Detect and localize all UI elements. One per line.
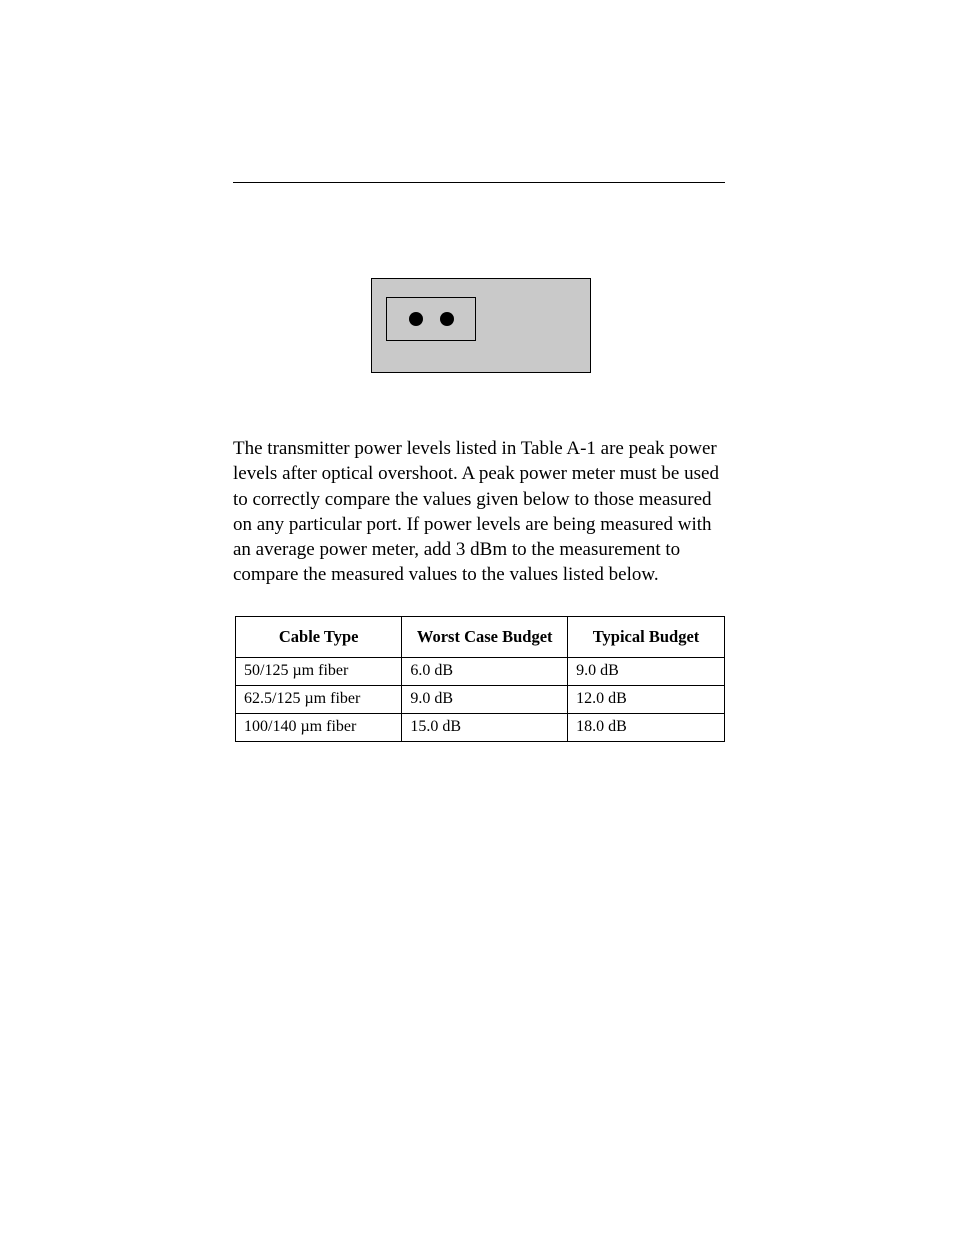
- table-row: 50/125 µm fiber 6.0 dB 9.0 dB: [236, 658, 725, 686]
- cell-typical: 18.0 dB: [568, 714, 725, 742]
- port-dot-icon: [440, 312, 454, 326]
- cell-typical: 12.0 dB: [568, 686, 725, 714]
- connector-body: [386, 297, 476, 341]
- connector-figure: [371, 278, 591, 373]
- table-row: 62.5/125 µm fiber 9.0 dB 12.0 dB: [236, 686, 725, 714]
- cell-worst-case: 6.0 dB: [402, 658, 568, 686]
- port-dot-icon: [409, 312, 423, 326]
- cell-cable-type: 50/125 µm fiber: [236, 658, 402, 686]
- table-header-row: Cable Type Worst Case Budget Typical Bud…: [236, 617, 725, 658]
- body-paragraph: The transmitter power levels listed in T…: [233, 436, 733, 588]
- col-header-worst-case: Worst Case Budget: [402, 617, 568, 658]
- cell-worst-case: 15.0 dB: [402, 714, 568, 742]
- col-header-cable-type: Cable Type: [236, 617, 402, 658]
- cell-worst-case: 9.0 dB: [402, 686, 568, 714]
- cell-typical: 9.0 dB: [568, 658, 725, 686]
- power-budget-table: Cable Type Worst Case Budget Typical Bud…: [235, 616, 725, 742]
- col-header-typical: Typical Budget: [568, 617, 725, 658]
- document-page: The transmitter power levels listed in T…: [0, 0, 954, 1235]
- table-row: 100/140 µm fiber 15.0 dB 18.0 dB: [236, 714, 725, 742]
- cell-cable-type: 62.5/125 µm fiber: [236, 686, 402, 714]
- horizontal-rule: [233, 182, 725, 183]
- cell-cable-type: 100/140 µm fiber: [236, 714, 402, 742]
